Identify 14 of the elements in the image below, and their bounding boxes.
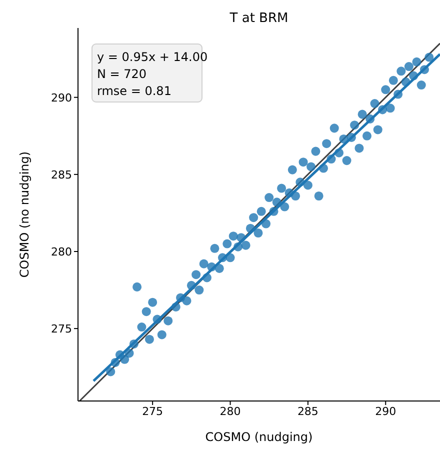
y-axis-title: COSMO (no nudging) [17, 151, 32, 278]
x-axis-title: COSMO (nudging) [205, 430, 313, 444]
annotation: N = 720 [97, 67, 147, 81]
x-tick-label: 290 [375, 404, 396, 418]
y-tick-label: 275 [51, 322, 72, 336]
chart-title: T at BRM [228, 11, 288, 26]
x-tick-label: 285 [297, 404, 318, 418]
x-tick-label: 280 [220, 404, 241, 418]
y-tick-label: 285 [51, 168, 72, 182]
y-tick-label: 290 [51, 91, 72, 104]
annotation: y = 0.95x + 14.00 [97, 50, 208, 64]
y-tick-label: 280 [51, 245, 72, 258]
x-tick-label: 275 [142, 404, 164, 418]
annotation: rmse = 0.81 [97, 84, 172, 98]
